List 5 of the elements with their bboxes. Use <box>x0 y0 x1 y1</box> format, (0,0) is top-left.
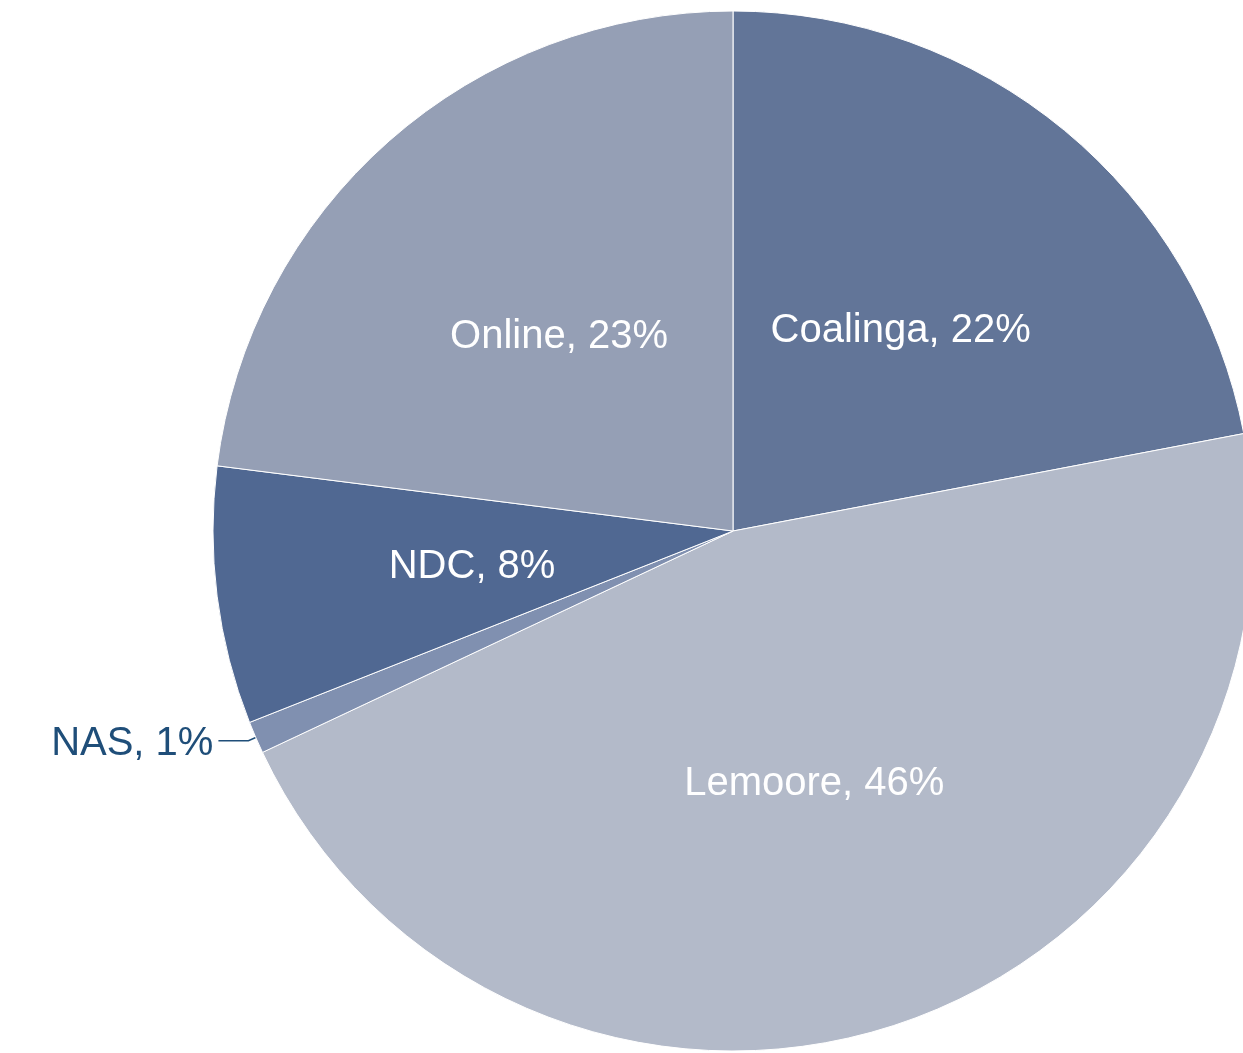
slice-label: Lemoore, 46% <box>684 759 945 804</box>
slice-label: NAS, 1% <box>51 718 214 763</box>
slice-label: NDC, 8% <box>388 541 556 586</box>
slice-label: Online, 23% <box>450 311 669 356</box>
slice-label: Coalinga, 22% <box>770 306 1031 351</box>
